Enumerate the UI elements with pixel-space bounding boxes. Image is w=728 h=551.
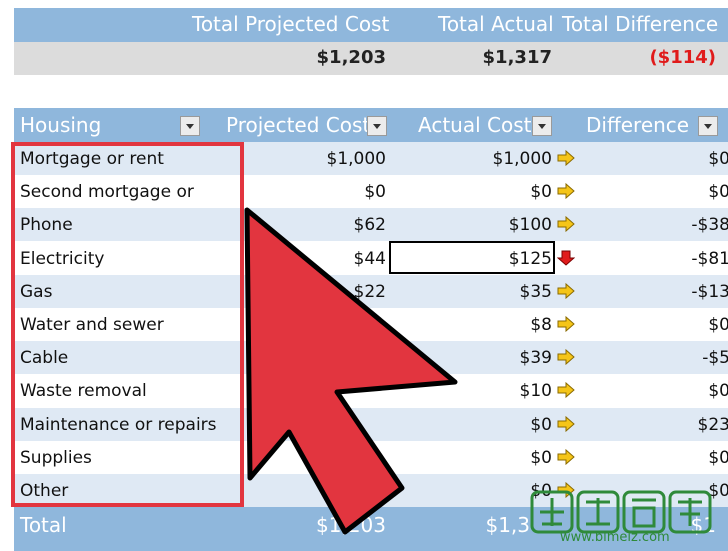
watermark-logo — [530, 490, 712, 534]
row-difference[interactable]: $23 — [697, 415, 728, 435]
row-actual-cost[interactable]: $0 — [530, 448, 552, 468]
row-actual-cost[interactable]: $35 — [519, 282, 552, 302]
actual-cost-filter-dropdown[interactable] — [532, 116, 552, 136]
table-row: Phone $62 $100 -$38 — [14, 208, 728, 241]
trend-right-arrow-icon — [557, 449, 575, 465]
row-category[interactable]: Gas — [20, 282, 53, 302]
projected-cost-filter-dropdown[interactable] — [367, 116, 387, 136]
difference-filter-dropdown[interactable] — [698, 116, 718, 136]
total-difference-value: ($114) — [649, 47, 716, 68]
total-label: Total — [20, 513, 67, 537]
table-row: Maintenance or repairs $0 $23 — [14, 408, 728, 441]
row-difference[interactable]: $0 — [708, 315, 728, 335]
trend-right-arrow-icon — [557, 316, 575, 332]
trend-right-arrow-icon — [557, 150, 575, 166]
trend-right-arrow-icon — [557, 349, 575, 365]
trend-right-arrow-icon — [557, 183, 575, 199]
row-projected-cost[interactable]: $1,000 — [326, 149, 386, 169]
row-category[interactable]: Phone — [20, 215, 73, 235]
total-projected-cost-value: $1,203 — [316, 47, 386, 68]
trend-right-arrow-icon — [557, 416, 575, 432]
row-projected-cost[interactable]: $22 — [353, 282, 386, 302]
table-row: Second mortgage or $0 $0 $0 — [14, 175, 728, 208]
row-difference[interactable]: $0 — [708, 481, 728, 501]
big-arrow-shape — [244, 207, 458, 535]
row-category[interactable]: Cable — [20, 348, 69, 368]
table-row: Mortgage or rent $1,000 $1,000 $0 — [14, 142, 728, 175]
row-difference[interactable]: -$38 — [691, 215, 728, 235]
row-category[interactable]: Waste removal — [20, 381, 147, 401]
row-actual-cost[interactable]: $125 — [508, 249, 552, 269]
row-category[interactable]: Second mortgage or — [20, 182, 194, 202]
trend-right-arrow-icon — [557, 216, 575, 232]
row-actual-cost[interactable]: $39 — [519, 348, 552, 368]
row-actual-cost[interactable]: $8 — [530, 315, 552, 335]
header-difference: Difference — [586, 113, 690, 137]
total-difference-header: Total Difference — [562, 12, 719, 36]
row-actual-cost[interactable]: $0 — [530, 182, 552, 202]
row-actual-cost[interactable]: $10 — [519, 381, 552, 401]
header-actual-cost: Actual Cost — [418, 113, 532, 137]
watermark-url: www.bimeiz.com — [560, 530, 670, 545]
row-category[interactable]: Water and sewer — [20, 315, 164, 335]
row-category[interactable]: Supplies — [20, 448, 92, 468]
table-row: Gas $22 $35 -$13 — [14, 275, 728, 308]
row-difference[interactable]: -$13 — [691, 282, 728, 302]
table-row: Supplies $0 $0 — [14, 441, 728, 474]
header-projected-cost: Projected Cost — [226, 113, 371, 137]
table-row: Water and sewer $8 $0 — [14, 308, 728, 341]
row-category[interactable]: Mortgage or rent — [20, 149, 164, 169]
row-category[interactable]: Electricity — [20, 249, 105, 269]
selected-cell[interactable] — [389, 241, 555, 274]
row-projected-cost[interactable]: $0 — [364, 182, 386, 202]
total-projected-cost-header: Total Projected Cost — [192, 12, 390, 36]
row-difference[interactable]: $0 — [708, 381, 728, 401]
table-row: Electricity $44 $125 -$81 — [14, 242, 728, 275]
summary-values-band — [14, 42, 728, 75]
row-difference[interactable]: $0 — [708, 182, 728, 202]
row-category[interactable]: Other — [20, 481, 69, 501]
header-housing: Housing — [20, 113, 102, 137]
row-difference[interactable]: $0 — [708, 448, 728, 468]
total-actual-value: $1,317 — [482, 47, 552, 68]
housing-filter-dropdown[interactable] — [180, 116, 200, 136]
row-difference[interactable]: -$81 — [691, 249, 728, 269]
trend-right-arrow-icon — [557, 283, 575, 299]
table-row: Waste removal $10 $0 — [14, 374, 728, 407]
trend-down-arrow-icon — [557, 250, 575, 266]
row-actual-cost[interactable]: $1,000 — [492, 149, 552, 169]
trend-right-arrow-icon — [557, 382, 575, 398]
row-projected-cost[interactable]: $44 — [353, 249, 386, 269]
summary-header-band — [14, 8, 728, 42]
highlight-box — [11, 142, 244, 507]
row-category[interactable]: Maintenance or repairs — [20, 415, 217, 435]
row-projected-cost[interactable]: $62 — [353, 215, 386, 235]
row-actual-cost[interactable]: $0 — [530, 415, 552, 435]
row-difference[interactable]: $0 — [708, 149, 728, 169]
total-actual-header: Total Actual — [438, 12, 554, 36]
total-actual: $1,3 — [485, 513, 530, 537]
row-actual-cost[interactable]: $100 — [508, 215, 552, 235]
row-difference[interactable]: -$5 — [702, 348, 728, 368]
